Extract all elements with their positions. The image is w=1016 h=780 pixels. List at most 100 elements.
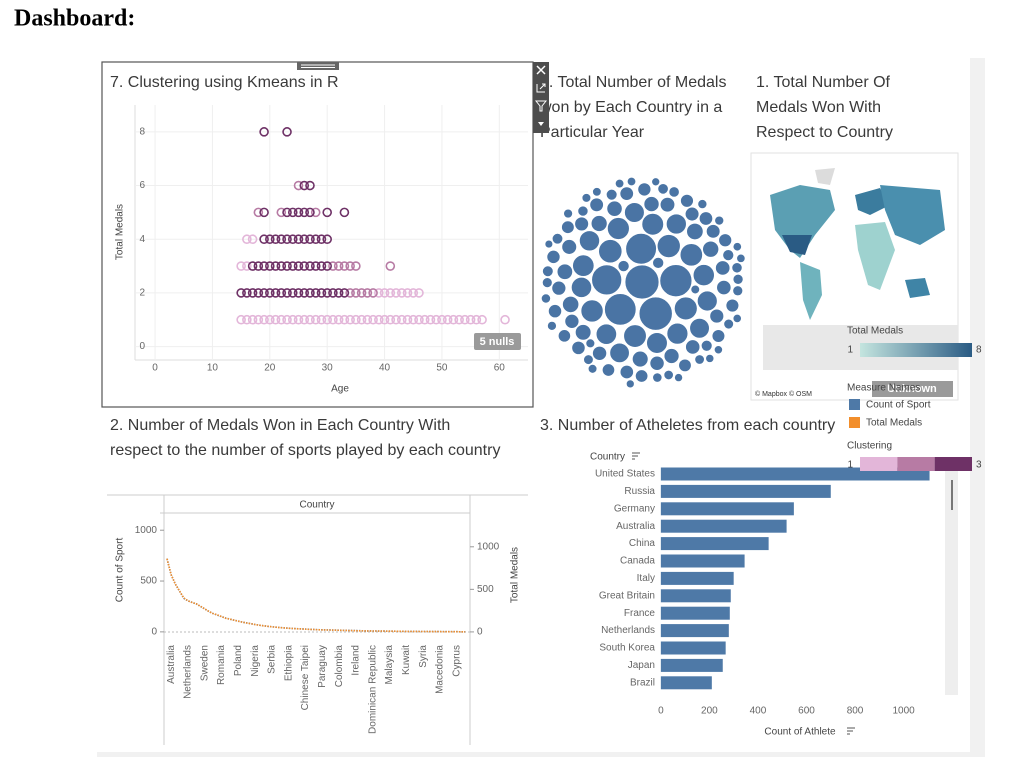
data-point bbox=[265, 314, 275, 325]
bubble bbox=[580, 299, 604, 323]
data-point bbox=[253, 314, 264, 325]
bubble bbox=[592, 187, 602, 197]
menu-icon[interactable] bbox=[538, 122, 544, 126]
data-point bbox=[351, 261, 361, 271]
data-point bbox=[236, 261, 246, 271]
data-point bbox=[305, 234, 315, 245]
series-line bbox=[166, 558, 466, 633]
x-tick-label: 600 bbox=[798, 706, 815, 717]
bubble bbox=[713, 345, 723, 355]
data-point bbox=[310, 207, 321, 218]
data-point bbox=[385, 314, 396, 325]
bubble bbox=[678, 358, 692, 373]
data-point bbox=[287, 234, 298, 245]
bubble bbox=[649, 355, 665, 371]
data-point bbox=[385, 288, 396, 298]
y-tick-label: United States bbox=[595, 469, 655, 480]
data-point bbox=[276, 288, 287, 298]
bubble bbox=[698, 211, 714, 226]
bubble bbox=[570, 276, 593, 298]
bubble bbox=[589, 197, 604, 213]
title-line: 1. Total Number Of bbox=[756, 74, 894, 91]
data-point bbox=[299, 207, 310, 218]
close-icon[interactable] bbox=[536, 65, 546, 75]
bubble bbox=[656, 234, 681, 259]
map-region bbox=[855, 188, 890, 215]
bubble bbox=[694, 354, 705, 365]
map-region bbox=[880, 185, 945, 245]
bubble bbox=[631, 350, 649, 368]
bubble bbox=[585, 338, 596, 349]
data-point bbox=[259, 288, 269, 298]
bubble bbox=[684, 206, 700, 222]
bubble bbox=[574, 216, 589, 232]
panel-toolbar[interactable] bbox=[533, 62, 549, 133]
data-point bbox=[379, 314, 390, 325]
bubble bbox=[665, 213, 687, 235]
x-tick-label: Ethiopia bbox=[283, 645, 294, 682]
data-point bbox=[437, 314, 447, 325]
data-point bbox=[276, 314, 287, 325]
x-tick-label: Australia bbox=[166, 645, 177, 684]
map-legend-max: 8 bbox=[976, 345, 982, 356]
bar bbox=[660, 658, 723, 672]
data-point bbox=[396, 288, 407, 298]
scrollbar[interactable] bbox=[945, 465, 958, 695]
data-point bbox=[374, 314, 384, 325]
data-point bbox=[368, 314, 378, 325]
y-tick-label: 8 bbox=[139, 126, 145, 137]
y-tick-label: China bbox=[629, 538, 656, 549]
x-axis-title: Count of Athlete bbox=[764, 727, 836, 738]
data-point bbox=[259, 261, 269, 271]
bubble bbox=[732, 273, 744, 285]
goto-icon[interactable] bbox=[536, 83, 546, 93]
bubble bbox=[709, 308, 725, 324]
bubble bbox=[637, 182, 652, 197]
y-tick-label: Great Britain bbox=[599, 590, 655, 601]
data-point bbox=[333, 261, 344, 271]
bar-mask bbox=[580, 700, 945, 704]
filter-icon[interactable] bbox=[534, 100, 548, 112]
title-line: 4. Total Number of Medals bbox=[540, 74, 731, 91]
bubble bbox=[666, 322, 689, 345]
bubble bbox=[598, 239, 623, 264]
unknown-badge-text: Unknown bbox=[887, 383, 937, 395]
bubble bbox=[663, 369, 674, 381]
y-tick-label: Netherlands bbox=[601, 625, 655, 636]
data-point bbox=[391, 288, 401, 298]
drag-handle[interactable] bbox=[297, 62, 339, 70]
x-tick-label: 60 bbox=[494, 363, 506, 374]
nulls-badge[interactable] bbox=[474, 333, 521, 350]
bubble bbox=[711, 329, 726, 343]
data-point bbox=[402, 314, 413, 325]
y-tick-label: 0 bbox=[139, 341, 145, 352]
x-tick-label: 10 bbox=[207, 363, 219, 374]
data-point bbox=[368, 288, 378, 298]
data-point bbox=[316, 234, 327, 245]
bubble bbox=[619, 364, 634, 380]
y-tick-label: Russia bbox=[624, 486, 655, 497]
data-point bbox=[259, 127, 269, 137]
bubble bbox=[714, 215, 725, 226]
unknown-badge[interactable] bbox=[872, 381, 953, 397]
bubble bbox=[606, 200, 623, 217]
x-tick-label: Netherlands bbox=[183, 645, 194, 699]
front-layer: 5 nulls Total Medals 1 8 Unknown Measure… bbox=[297, 62, 982, 471]
data-point bbox=[247, 314, 258, 325]
y-tick-label: 6 bbox=[139, 180, 145, 191]
bubble bbox=[541, 277, 553, 289]
bubble bbox=[689, 317, 710, 339]
data-point bbox=[345, 288, 355, 298]
data-point bbox=[293, 180, 304, 191]
chart-title: 2. Number of Medals Won in Each Country … bbox=[110, 417, 500, 459]
bubble bbox=[690, 284, 701, 295]
bar bbox=[660, 606, 730, 620]
bubble bbox=[634, 369, 649, 383]
data-point bbox=[356, 314, 367, 325]
map-region bbox=[855, 222, 895, 290]
x-tick-label: Paraguay bbox=[317, 645, 328, 688]
selected-panel[interactable] bbox=[101, 61, 534, 408]
title-line: Particular Year bbox=[540, 124, 645, 141]
data-point bbox=[282, 261, 292, 271]
data-point bbox=[293, 314, 304, 325]
